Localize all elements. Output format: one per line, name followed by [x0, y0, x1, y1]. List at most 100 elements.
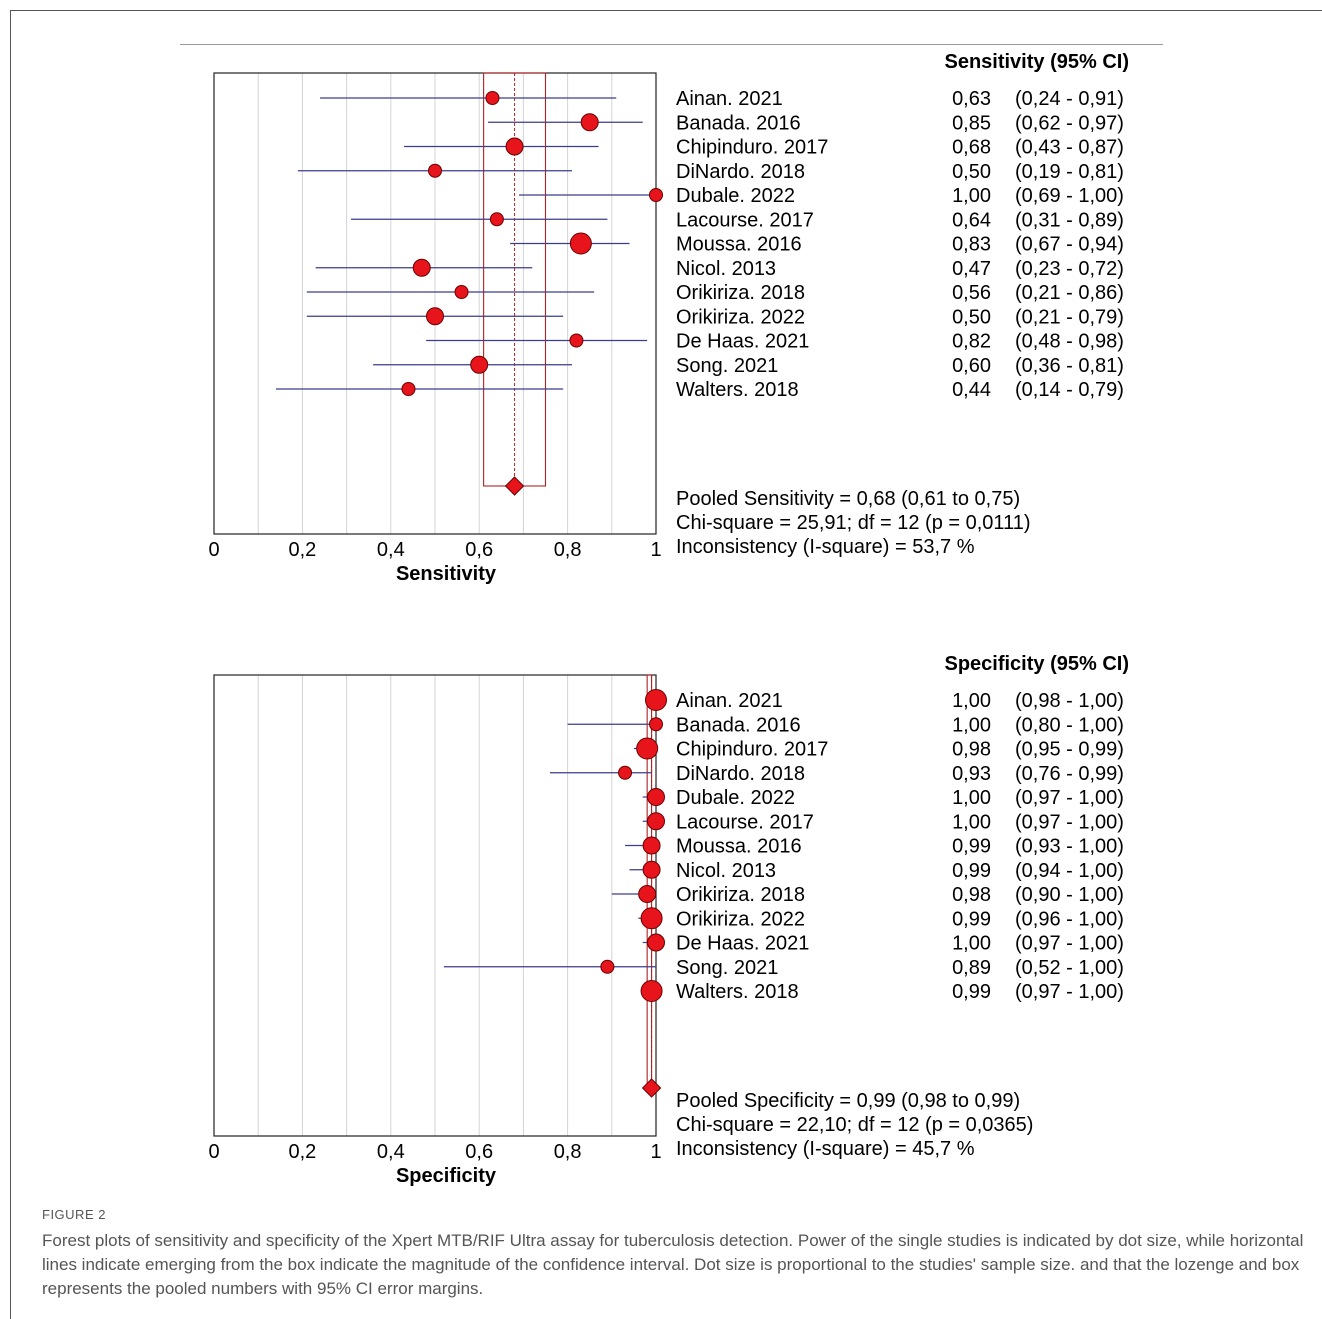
spec-study-name: Chipinduro. 2017: [676, 739, 828, 761]
sens-study-point: [428, 163, 442, 178]
sens-x-tick-label: 0,8: [554, 539, 582, 561]
spec-study-ci: (0,94 - 1,00): [1015, 860, 1124, 882]
sens-study-name: Orikiriza. 2018: [676, 282, 805, 304]
sens-study-name: Dubale. 2022: [676, 185, 795, 207]
spec-study-estimate: 1,00: [952, 811, 991, 833]
spec-x-tick-label: 1: [650, 1141, 661, 1163]
spec-study-name: Lacourse. 2017: [676, 811, 814, 833]
sens-study-point: [426, 307, 444, 326]
sens-x-tick-label: 1: [650, 539, 661, 561]
sens-stats-line: Inconsistency (I-square) = 53,7 %: [676, 536, 975, 558]
sensitivity-forest-plot: Sensitivity (95% CI) Ainan. 2021 0,63 (0,24…: [208, 51, 1129, 585]
spec-study-ci: (0,76 - 0,99): [1015, 763, 1124, 785]
spec-stats-line: Pooled Specificity = 0,99 (0,98 to 0,99): [676, 1090, 1020, 1112]
spec-stats-line: Inconsistency (I-square) = 45,7 %: [676, 1138, 975, 1160]
sens-study-ci: (0,24 - 0,91): [1015, 88, 1124, 110]
sens-study-name: De Haas. 2021: [676, 331, 809, 353]
sens-study-point: [489, 212, 504, 227]
sens-stats-line: Pooled Sensitivity = 0,68 (0,61 to 0,75): [676, 488, 1020, 510]
spec-study-estimate: 1,00: [952, 714, 991, 736]
spec-study-point: [640, 980, 663, 1002]
spec-x-tick-label: 0,8: [554, 1141, 582, 1163]
sens-x-tick-label: 0,4: [377, 539, 405, 561]
spec-x-tick-label: 0,2: [288, 1141, 316, 1163]
sens-x-axis-label: Sensitivity: [396, 563, 497, 585]
sens-study-point: [569, 232, 592, 255]
spec-study-point: [636, 737, 659, 760]
sens-study-ci: (0,21 - 0,86): [1015, 282, 1124, 304]
spec-stats-line: Chi-square = 22,10; df = 12 (p = 0,0365): [676, 1114, 1033, 1136]
spec-study-ci: (0,96 - 1,00): [1015, 908, 1124, 930]
sens-study-point: [580, 113, 599, 132]
sens-study-estimate: 0,50: [952, 306, 991, 328]
spec-study-ci: (0,97 - 1,00): [1015, 811, 1124, 833]
spec-study-point: [647, 788, 665, 806]
specificity-forest-plot: Specificity (95% CI) Ainan. 2021 1,00 (0,98…: [208, 653, 1129, 1187]
sens-study-name: Moussa. 2016: [676, 234, 802, 256]
spec-study-name: DiNardo. 2018: [676, 763, 805, 785]
spec-study-ci: (0,98 - 1,00): [1015, 690, 1124, 712]
spec-x-tick-label: 0,6: [465, 1141, 493, 1163]
figure-label: FIGURE 2: [42, 1207, 106, 1222]
sens-plot-frame: [213, 72, 657, 535]
spec-study-ci: (0,95 - 0,99): [1015, 739, 1124, 761]
spec-study-estimate: 1,00: [952, 690, 991, 712]
sens-study-name: Song. 2021: [676, 355, 778, 377]
spec-study-point: [600, 959, 615, 974]
sens-study-estimate: 0,82: [952, 331, 991, 353]
page-frame-left: [10, 10, 11, 1319]
spec-study-point: [642, 836, 661, 855]
spec-study-name: De Haas. 2021: [676, 933, 809, 955]
spec-pooled-ci-box: [646, 674, 653, 1089]
spec-study-estimate: 0,99: [952, 836, 991, 858]
sens-study-name: Nicol. 2013: [676, 258, 776, 280]
spec-study-ci: (0,52 - 1,00): [1015, 957, 1124, 979]
spec-study-point: [649, 717, 663, 732]
spec-study-name: Walters. 2018: [676, 981, 799, 1003]
spec-study-point: [647, 933, 665, 952]
sens-study-estimate: 0,85: [952, 112, 991, 134]
sens-study-ci: (0,14 - 0,79): [1015, 379, 1124, 401]
sens-study-name: Walters. 2018: [676, 379, 799, 401]
spec-study-name: Banada. 2016: [676, 714, 801, 736]
spec-study-name: Ainan. 2021: [676, 690, 783, 712]
sens-x-tick-label: 0,6: [465, 539, 493, 561]
sens-study-name: Chipinduro. 2017: [676, 137, 828, 159]
sens-study-ci: (0,23 - 0,72): [1015, 258, 1124, 280]
spec-study-point: [647, 812, 665, 831]
sens-column-header: Sensitivity (95% CI): [944, 51, 1129, 73]
spec-x-tick-label: 0: [208, 1141, 219, 1163]
spec-study-estimate: 0,93: [952, 763, 991, 785]
spec-study-point: [618, 765, 633, 780]
spec-study-point: [638, 885, 657, 903]
spec-study-estimate: 0,98: [952, 739, 991, 761]
spec-study-ci: (0,97 - 1,00): [1015, 787, 1124, 809]
sens-study-point: [412, 258, 431, 277]
sens-study-estimate: 0,60: [952, 355, 991, 377]
spec-x-tick-label: 0,4: [377, 1141, 405, 1163]
sens-study-ci: (0,19 - 0,81): [1015, 161, 1124, 183]
sens-study-ci: (0,62 - 0,97): [1015, 112, 1124, 134]
spec-study-ci: (0,97 - 1,00): [1015, 933, 1124, 955]
sens-study-ci: (0,48 - 0,98): [1015, 331, 1124, 353]
spec-study-ci: (0,80 - 1,00): [1015, 714, 1124, 736]
spec-study-name: Dubale. 2022: [676, 787, 795, 809]
sens-study-point: [401, 382, 416, 396]
sens-study-estimate: 0,44: [952, 379, 991, 401]
spec-study-estimate: 0,89: [952, 957, 991, 979]
spec-x-axis-label: Specificity: [396, 1165, 497, 1187]
sens-study-estimate: 0,47: [952, 258, 991, 280]
sens-study-ci: (0,67 - 0,94): [1015, 234, 1124, 256]
sens-x-tick-label: 0: [208, 539, 219, 561]
sens-x-tick-label: 0,2: [288, 539, 316, 561]
sens-study-name: Lacourse. 2017: [676, 209, 814, 231]
sens-study-name: Ainan. 2021: [676, 88, 783, 110]
spec-study-name: Nicol. 2013: [676, 860, 776, 882]
sens-study-estimate: 0,56: [952, 282, 991, 304]
spec-study-point: [640, 907, 663, 930]
sens-study-estimate: 0,64: [952, 209, 991, 231]
sens-study-estimate: 0,68: [952, 137, 991, 159]
spec-study-ci: (0,93 - 1,00): [1015, 836, 1124, 858]
page-frame-top: [10, 10, 1322, 11]
figure-caption: FIGURE 2 Forest plots of sensitivity and…: [42, 1207, 1304, 1301]
